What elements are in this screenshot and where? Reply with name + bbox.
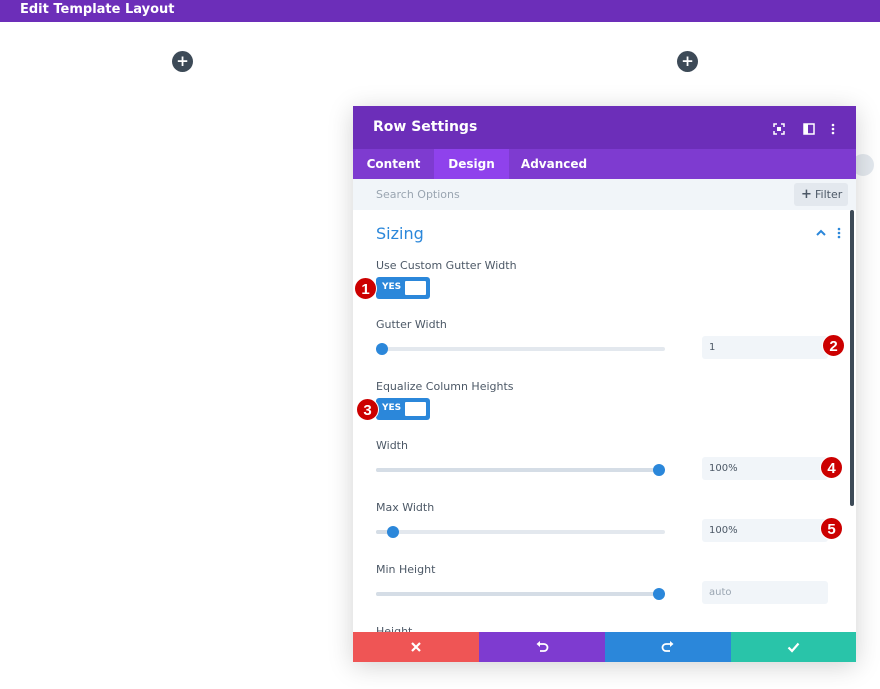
slider-fill (376, 530, 393, 534)
filter-button[interactable]: + Filter (794, 183, 848, 206)
equalize-heights-toggle[interactable]: YES (376, 398, 430, 420)
redo-button[interactable] (605, 632, 731, 662)
add-column-button[interactable]: + (172, 51, 193, 72)
slider-thumb[interactable] (653, 588, 665, 600)
min-height-slider[interactable] (376, 588, 665, 600)
slider-thumb[interactable] (653, 464, 665, 476)
max-width-input[interactable]: 100% (702, 519, 828, 542)
modal-footer (353, 632, 856, 662)
redo-icon (661, 641, 674, 652)
gutter-width-slider[interactable] (376, 343, 665, 355)
annotation-badge-5: 5 (820, 517, 843, 540)
tab-advanced[interactable]: Advanced (520, 157, 588, 171)
custom-gutter-toggle[interactable]: YES (376, 277, 430, 299)
toggle-yes-label: YES (382, 403, 402, 413)
modal-title: Row Settings (373, 119, 478, 135)
modal-header: Row Settings (353, 106, 856, 149)
custom-gutter-label: Use Custom Gutter Width (376, 259, 517, 272)
check-icon (787, 642, 800, 653)
toggle-knob (404, 401, 427, 417)
close-icon (411, 642, 421, 652)
slider-fill (376, 592, 659, 596)
toggle-yes-label: YES (382, 282, 402, 292)
width-slider[interactable] (376, 464, 665, 476)
min-height-input[interactable]: auto (702, 581, 828, 604)
plus-icon: + (176, 52, 189, 70)
plus-icon: + (801, 187, 812, 202)
toggle-knob (404, 280, 427, 296)
annotation-badge-2: 2 (822, 334, 845, 357)
section-title[interactable]: Sizing (376, 224, 424, 243)
scrollbar[interactable] (850, 210, 854, 506)
row-settings-modal: Row Settings Content Design Advanced Sea… (353, 106, 856, 662)
plus-icon: + (681, 52, 694, 70)
annotation-badge-3: 3 (356, 398, 379, 421)
page-title: Edit Template Layout (20, 2, 175, 17)
max-width-slider[interactable] (376, 526, 665, 538)
gutter-width-input[interactable]: 1 (702, 336, 828, 359)
min-height-label: Min Height (376, 563, 436, 576)
max-width-label: Max Width (376, 501, 435, 514)
search-input[interactable]: Search Options (376, 188, 460, 201)
focus-icon[interactable] (773, 120, 787, 135)
chevron-up-icon[interactable] (815, 224, 829, 238)
cancel-button[interactable] (353, 632, 479, 662)
undo-button[interactable] (479, 632, 605, 662)
tab-content[interactable]: Content (366, 157, 421, 171)
modal-tabs: Content Design Advanced (353, 149, 856, 179)
slider-fill (376, 468, 659, 472)
search-bar: Search Options + Filter (353, 179, 856, 210)
undo-icon (536, 641, 549, 652)
more-options-icon[interactable] (830, 120, 844, 135)
tab-design[interactable]: Design (434, 149, 509, 179)
add-column-button[interactable]: + (677, 51, 698, 72)
width-input[interactable]: 100% (702, 457, 828, 480)
split-view-icon[interactable] (803, 120, 817, 135)
save-button[interactable] (731, 632, 856, 662)
builder-top-bar: Edit Template Layout (0, 0, 880, 22)
gutter-width-label: Gutter Width (376, 318, 447, 331)
annotation-badge-4: 4 (820, 456, 843, 479)
slider-thumb[interactable] (387, 526, 399, 538)
annotation-badge-1: 1 (354, 277, 377, 300)
slider-thumb[interactable] (376, 343, 388, 355)
filter-label: Filter (815, 188, 843, 201)
width-label: Width (376, 439, 408, 452)
section-options-icon[interactable] (836, 224, 842, 239)
equalize-heights-label: Equalize Column Heights (376, 380, 514, 393)
